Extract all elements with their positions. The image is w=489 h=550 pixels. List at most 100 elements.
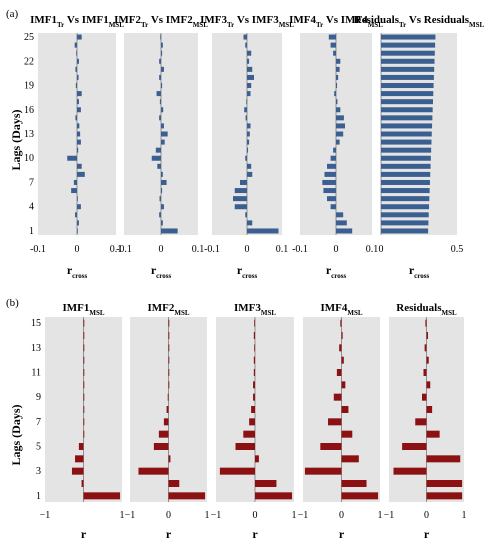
bar	[77, 139, 81, 145]
bar	[83, 319, 85, 327]
x-axis-label: r	[339, 527, 345, 541]
bar	[381, 58, 435, 64]
bar	[255, 480, 277, 487]
bar	[304, 467, 342, 475]
bar	[381, 42, 436, 48]
subplot-b-2: IMF2MSL −1 0 1 r	[125, 302, 210, 541]
bar	[381, 139, 432, 145]
subplot-title: IMF1Tr Vs IMF1MSL	[30, 14, 124, 29]
x-axis-label: rcross	[67, 263, 88, 280]
bar	[249, 418, 255, 426]
bar	[336, 66, 340, 72]
bar	[161, 204, 164, 210]
bar	[75, 115, 77, 121]
y-tick-label: 25	[24, 32, 34, 43]
x-axis-label: rcross	[237, 263, 258, 280]
y-tick-label: 11	[31, 368, 41, 379]
bar	[83, 332, 85, 339]
x-tick-label: −1	[211, 510, 222, 521]
y-tick-label: 1	[29, 226, 34, 237]
bar	[81, 480, 84, 487]
bar	[155, 147, 161, 153]
bar	[336, 369, 342, 376]
bar	[74, 42, 77, 48]
subplot-title: IMF3MSL	[234, 302, 276, 317]
bar	[341, 381, 346, 389]
bar	[247, 163, 252, 169]
bar	[425, 319, 427, 327]
y-tick-label: 10	[24, 153, 34, 164]
x-tick-label: -0.1	[116, 244, 132, 255]
x-tick-label: 1	[462, 510, 467, 521]
bar	[161, 83, 163, 89]
bar	[168, 369, 170, 376]
bar	[161, 107, 164, 113]
x-tick-label: 0	[424, 510, 429, 521]
x-tick-label: 0	[245, 244, 250, 255]
bar	[77, 58, 79, 64]
bar	[240, 179, 247, 185]
bar	[83, 344, 85, 352]
bar	[77, 34, 82, 40]
bar	[77, 147, 79, 153]
x-tick-label: 0.1	[192, 244, 205, 255]
bar	[244, 107, 247, 113]
bar	[253, 356, 255, 364]
bar	[426, 455, 461, 463]
bar	[415, 418, 427, 426]
bar	[73, 179, 77, 185]
bar	[77, 171, 85, 177]
bar	[330, 42, 336, 48]
bar	[341, 480, 367, 487]
bar	[336, 74, 339, 80]
bar	[333, 393, 342, 401]
bar	[393, 467, 427, 475]
bar	[336, 99, 338, 105]
y-tick-label: 7	[29, 177, 34, 188]
bar	[168, 455, 171, 463]
bar	[234, 188, 247, 194]
bar	[168, 319, 170, 327]
bar	[381, 179, 430, 185]
bar	[336, 83, 338, 89]
bar	[161, 188, 163, 194]
subplot-title: IMF2Tr Vs IMF2MSL	[114, 14, 208, 29]
panel-b-label: (b)	[6, 297, 19, 309]
bar	[161, 123, 164, 129]
bar	[247, 58, 250, 64]
bar	[320, 443, 342, 450]
bar	[327, 163, 336, 169]
x-axis-label: r	[81, 527, 87, 541]
bar	[161, 42, 163, 48]
x-tick-label: 0.5	[451, 244, 464, 255]
bar	[168, 480, 180, 487]
x-tick-label: 0	[166, 510, 171, 521]
y-tick-label: 15	[31, 318, 41, 329]
bar	[381, 171, 431, 177]
bar	[336, 115, 344, 121]
bar	[381, 50, 435, 56]
y-tick-label: 1	[36, 491, 41, 502]
bar	[330, 204, 336, 210]
bar	[75, 83, 77, 89]
bar	[247, 123, 251, 129]
bar	[168, 332, 170, 339]
bar	[336, 123, 345, 129]
bar	[83, 369, 85, 376]
bar	[83, 356, 85, 364]
bar	[333, 50, 336, 56]
subplot-a-1: IMF1Tr Vs IMF1MSL -0.1 0 0.1 rcross	[30, 14, 124, 280]
bar	[402, 443, 427, 450]
bar	[247, 66, 253, 72]
bar	[151, 155, 161, 161]
bar	[253, 332, 255, 339]
bar	[77, 107, 81, 113]
bar	[78, 443, 84, 450]
subplot-b-1: IMF1MSL −1 1 r	[40, 302, 125, 541]
bar	[77, 228, 78, 234]
subplot-title: ResidualsTr Vs ResidualsMSL	[354, 14, 485, 29]
bar	[83, 492, 121, 500]
bar	[322, 179, 336, 185]
bar	[245, 155, 247, 161]
